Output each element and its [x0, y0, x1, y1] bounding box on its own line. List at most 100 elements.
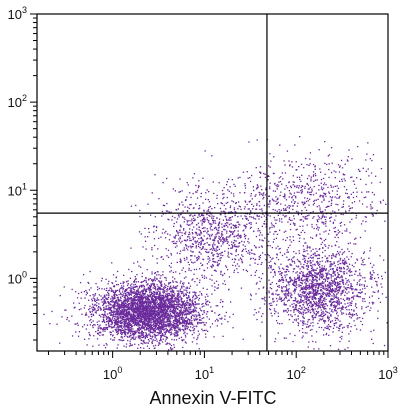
- data-point: [197, 330, 199, 332]
- data-point: [338, 307, 340, 309]
- data-point: [175, 330, 177, 332]
- data-point: [121, 315, 123, 317]
- data-point: [341, 276, 343, 278]
- data-point: [306, 268, 308, 270]
- data-point: [194, 298, 196, 300]
- data-point: [155, 318, 157, 320]
- data-point: [110, 327, 113, 329]
- data-point: [105, 305, 107, 308]
- data-point: [160, 300, 162, 302]
- data-point: [131, 283, 133, 285]
- data-point: [184, 305, 186, 307]
- data-point: [202, 330, 204, 332]
- data-point: [120, 333, 123, 336]
- data-point: [158, 299, 161, 301]
- data-point: [182, 311, 184, 313]
- data-point: [181, 317, 183, 319]
- data-point: [147, 321, 149, 323]
- data-point: [262, 313, 264, 315]
- data-point: [153, 307, 155, 309]
- data-point: [142, 324, 144, 326]
- data-point: [221, 323, 223, 325]
- data-point: [110, 312, 112, 314]
- data-point: [303, 317, 305, 319]
- data-point: [135, 302, 137, 305]
- data-point: [193, 337, 195, 339]
- data-point: [93, 324, 95, 326]
- data-point: [156, 318, 158, 320]
- data-point: [330, 279, 333, 281]
- data-point: [178, 314, 180, 316]
- data-point: [137, 288, 139, 290]
- data-point: [277, 258, 280, 261]
- data-point: [163, 287, 165, 289]
- data-point: [146, 288, 148, 290]
- data-point: [157, 344, 160, 347]
- data-point: [131, 313, 133, 315]
- data-point: [173, 307, 175, 309]
- data-point: [127, 318, 129, 320]
- data-point: [312, 296, 315, 298]
- data-point: [286, 249, 288, 251]
- data-point: [132, 286, 134, 288]
- data-point: [129, 314, 131, 316]
- data-point: [143, 323, 145, 325]
- data-point: [149, 318, 151, 320]
- data-point: [174, 329, 176, 331]
- data-point: [92, 345, 94, 347]
- data-point: [168, 323, 171, 325]
- data-point: [293, 319, 296, 321]
- data-point: [150, 301, 152, 304]
- data-point: [151, 304, 153, 306]
- data-point: [180, 297, 182, 299]
- data-point: [171, 338, 173, 341]
- data-point: [143, 315, 145, 318]
- data-point: [144, 296, 146, 299]
- data-point: [122, 331, 124, 334]
- data-point: [160, 339, 162, 342]
- data-point: [157, 287, 160, 289]
- data-point: [341, 279, 343, 282]
- data-point: [151, 278, 153, 281]
- data-point: [198, 281, 201, 284]
- data-point: [317, 262, 319, 264]
- data-point: [97, 329, 99, 331]
- data-point: [161, 284, 163, 286]
- data-point: [94, 309, 96, 311]
- data-point: [124, 300, 126, 302]
- data-point: [342, 298, 344, 300]
- data-point: [127, 312, 130, 315]
- data-point: [157, 310, 160, 312]
- data-point: [187, 296, 190, 298]
- data-point: [209, 326, 212, 328]
- data-point: [130, 316, 132, 318]
- data-point: [109, 312, 111, 314]
- data-point: [302, 279, 304, 282]
- data-point: [155, 338, 158, 340]
- data-point: [162, 294, 164, 296]
- data-point: [302, 324, 304, 326]
- data-point: [335, 322, 337, 324]
- data-point: [333, 261, 335, 263]
- data-point: [341, 305, 344, 307]
- data-point: [194, 300, 196, 303]
- data-point: [153, 316, 155, 318]
- data-point: [150, 312, 152, 314]
- data-point: [141, 304, 144, 307]
- data-point: [301, 328, 304, 330]
- data-point: [161, 308, 163, 311]
- data-point: [322, 288, 324, 290]
- data-point: [250, 298, 252, 301]
- data-point: [322, 268, 324, 270]
- data-point: [370, 277, 372, 279]
- data-point: [310, 306, 312, 308]
- data-point: [160, 326, 162, 328]
- data-point: [321, 311, 323, 314]
- data-point: [147, 286, 149, 289]
- data-point: [333, 272, 335, 274]
- data-point: [312, 268, 314, 270]
- data-point: [169, 328, 171, 330]
- data-point: [168, 315, 170, 317]
- data-point: [104, 321, 106, 323]
- data-point: [180, 298, 182, 301]
